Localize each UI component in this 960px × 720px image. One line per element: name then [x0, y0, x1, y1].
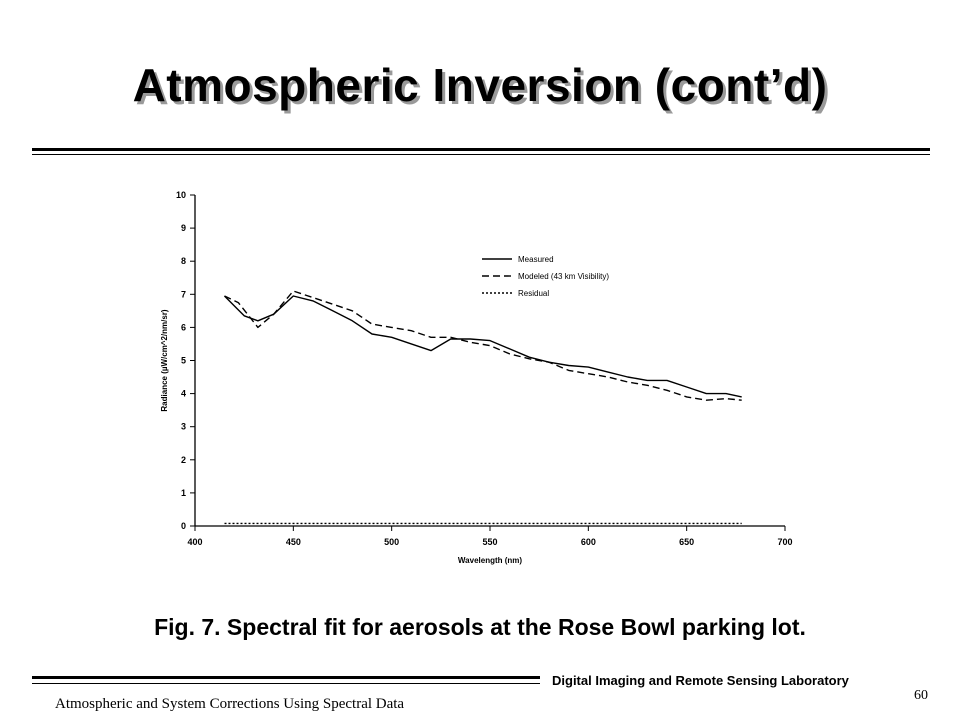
legend-label: Modeled (43 km Visibility)	[518, 272, 609, 281]
footer-rule-thick	[32, 676, 540, 679]
y-tick-label: 9	[181, 223, 186, 233]
y-tick-label: 2	[181, 455, 186, 465]
x-axis-label: Wavelength (nm)	[458, 556, 522, 565]
lab-name: Digital Imaging and Remote Sensing Labor…	[552, 673, 849, 688]
title-rule-thick	[32, 148, 930, 151]
page-number: 60	[914, 688, 928, 703]
y-tick-label: 7	[181, 289, 186, 299]
figure-caption: Fig. 7. Spectral fit for aerosols at the…	[154, 614, 806, 640]
title-rule-thin	[32, 154, 930, 155]
y-tick-label: 4	[181, 389, 186, 399]
y-tick-label: 1	[181, 488, 186, 498]
x-tick-label: 400	[187, 537, 202, 547]
spectral-chart: 0 1 2 3 4 5 6 7 8 9 10 400 450 500 550 600 650 700 Wavelen…	[150, 180, 800, 580]
footer-title: Atmospheric and System Corrections Using…	[55, 696, 405, 712]
series-line-dashed	[224, 290, 742, 401]
x-tick-label: 700	[777, 537, 792, 547]
x-tick-label: 550	[482, 537, 497, 547]
series-line-solid	[224, 295, 742, 398]
legend-label: Residual	[518, 289, 549, 298]
chart-canvas: 0 1 2 3 4 5 6 7 8 9 10 400 450 500 550 600 650 700 Wavelen…	[160, 190, 793, 565]
y-axis-label: Radiance (µW/cm^2/nm/sr)	[160, 309, 169, 412]
footer-rule-thin	[32, 683, 540, 684]
y-tick-label: 6	[181, 322, 186, 332]
x-tick-label: 650	[679, 537, 694, 547]
y-tick-label: 5	[181, 356, 186, 366]
y-tick-label: 0	[181, 521, 186, 531]
y-tick-label: 10	[176, 190, 186, 200]
legend-label: Measured	[518, 255, 554, 264]
slide-title: Atmospheric Inversion (cont’d)	[132, 59, 828, 111]
x-tick-label: 600	[581, 537, 596, 547]
x-tick-label: 500	[384, 537, 399, 547]
y-tick-label: 8	[181, 256, 186, 266]
x-tick-label: 450	[286, 537, 301, 547]
y-tick-label: 3	[181, 422, 186, 432]
